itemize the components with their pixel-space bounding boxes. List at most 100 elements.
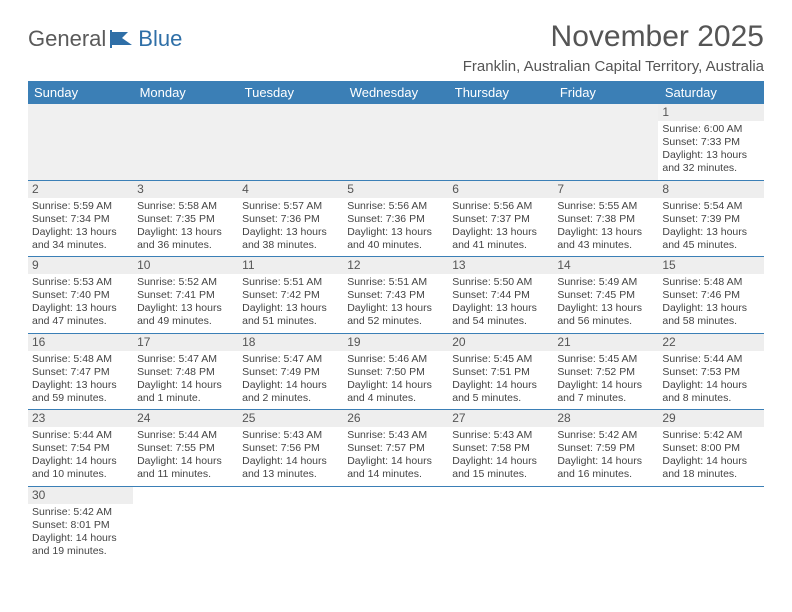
calendar-cell: 4Sunrise: 5:57 AMSunset: 7:36 PMDaylight… xyxy=(238,180,343,257)
sunset-text: Sunset: 7:46 PM xyxy=(662,289,759,302)
day-number: 28 xyxy=(553,410,658,427)
sunrise-text: Sunrise: 5:47 AM xyxy=(242,353,339,366)
sunrise-text: Sunrise: 5:56 AM xyxy=(452,200,549,213)
sunset-text: Sunset: 7:48 PM xyxy=(137,366,234,379)
sunset-text: Sunset: 7:40 PM xyxy=(32,289,129,302)
calendar-cell: 23Sunrise: 5:44 AMSunset: 7:54 PMDayligh… xyxy=(28,410,133,487)
sunset-text: Sunset: 7:41 PM xyxy=(137,289,234,302)
daylight-text: Daylight: 13 hours and 52 minutes. xyxy=(347,302,444,328)
daylight-text: Daylight: 14 hours and 8 minutes. xyxy=(662,379,759,405)
sunrise-text: Sunrise: 5:49 AM xyxy=(557,276,654,289)
sunrise-text: Sunrise: 5:51 AM xyxy=(242,276,339,289)
day-number: 23 xyxy=(28,410,133,427)
sunrise-text: Sunrise: 5:45 AM xyxy=(557,353,654,366)
daylight-text: Daylight: 13 hours and 58 minutes. xyxy=(662,302,759,328)
page-title: November 2025 xyxy=(463,20,764,54)
day-number: 6 xyxy=(448,181,553,198)
daylight-text: Daylight: 14 hours and 16 minutes. xyxy=(557,455,654,481)
sunset-text: Sunset: 7:35 PM xyxy=(137,213,234,226)
daylight-text: Daylight: 13 hours and 32 minutes. xyxy=(662,149,759,175)
calendar-cell: 29Sunrise: 5:42 AMSunset: 8:00 PMDayligh… xyxy=(658,410,763,487)
calendar-cell: 10Sunrise: 5:52 AMSunset: 7:41 PMDayligh… xyxy=(133,257,238,334)
sunset-text: Sunset: 7:34 PM xyxy=(32,213,129,226)
calendar-cell: 16Sunrise: 5:48 AMSunset: 7:47 PMDayligh… xyxy=(28,333,133,410)
sunset-text: Sunset: 7:50 PM xyxy=(347,366,444,379)
weekday-header: Saturday xyxy=(658,81,763,104)
calendar-cell xyxy=(133,104,238,180)
daylight-text: Daylight: 13 hours and 34 minutes. xyxy=(32,226,129,252)
weekday-header-row: Sunday Monday Tuesday Wednesday Thursday… xyxy=(28,81,764,104)
calendar-cell: 20Sunrise: 5:45 AMSunset: 7:51 PMDayligh… xyxy=(448,333,553,410)
daylight-text: Daylight: 13 hours and 56 minutes. xyxy=(557,302,654,328)
daylight-text: Daylight: 14 hours and 10 minutes. xyxy=(32,455,129,481)
day-number: 25 xyxy=(238,410,343,427)
sunset-text: Sunset: 7:52 PM xyxy=(557,366,654,379)
calendar-cell xyxy=(553,486,658,562)
daylight-text: Daylight: 14 hours and 2 minutes. xyxy=(242,379,339,405)
sunrise-text: Sunrise: 5:44 AM xyxy=(32,429,129,442)
day-number: 29 xyxy=(658,410,763,427)
calendar-cell xyxy=(553,104,658,180)
calendar-cell: 27Sunrise: 5:43 AMSunset: 7:58 PMDayligh… xyxy=(448,410,553,487)
weekday-header: Thursday xyxy=(448,81,553,104)
day-number: 2 xyxy=(28,181,133,198)
calendar-cell xyxy=(658,486,763,562)
day-number: 7 xyxy=(553,181,658,198)
calendar-cell xyxy=(28,104,133,180)
sunrise-text: Sunrise: 5:52 AM xyxy=(137,276,234,289)
logo: General Blue xyxy=(28,26,182,52)
sunrise-text: Sunrise: 5:44 AM xyxy=(662,353,759,366)
calendar-cell: 24Sunrise: 5:44 AMSunset: 7:55 PMDayligh… xyxy=(133,410,238,487)
sunset-text: Sunset: 8:00 PM xyxy=(662,442,759,455)
calendar-cell: 7Sunrise: 5:55 AMSunset: 7:38 PMDaylight… xyxy=(553,180,658,257)
logo-flag-icon xyxy=(110,30,136,48)
page-header: General Blue November 2025 Franklin, Aus… xyxy=(28,20,764,75)
day-number: 21 xyxy=(553,334,658,351)
day-number: 17 xyxy=(133,334,238,351)
calendar-cell: 6 Sunrise: 5:56 AMSunset: 7:37 PMDaylight… xyxy=(448,180,553,257)
calendar-row: 23Sunrise: 5:44 AMSunset: 7:54 PMDayligh… xyxy=(28,410,764,487)
sunset-text: Sunset: 7:36 PM xyxy=(242,213,339,226)
sunset-text: Sunset: 7:45 PM xyxy=(557,289,654,302)
daylight-text: Daylight: 14 hours and 4 minutes. xyxy=(347,379,444,405)
daylight-text: Daylight: 13 hours and 54 minutes. xyxy=(452,302,549,328)
sunset-text: Sunset: 7:55 PM xyxy=(137,442,234,455)
calendar-cell: 13Sunrise: 5:50 AMSunset: 7:44 PMDayligh… xyxy=(448,257,553,334)
daylight-text: Daylight: 13 hours and 41 minutes. xyxy=(452,226,549,252)
sunrise-text: Sunrise: 5:59 AM xyxy=(32,200,129,213)
sunrise-text: Sunrise: 5:42 AM xyxy=(662,429,759,442)
daylight-text: Daylight: 13 hours and 47 minutes. xyxy=(32,302,129,328)
day-number: 4 xyxy=(238,181,343,198)
daylight-text: Daylight: 14 hours and 19 minutes. xyxy=(32,532,129,558)
daylight-text: Daylight: 14 hours and 11 minutes. xyxy=(137,455,234,481)
day-number: 10 xyxy=(133,257,238,274)
daylight-text: Daylight: 14 hours and 13 minutes. xyxy=(242,455,339,481)
title-block: November 2025 Franklin, Australian Capit… xyxy=(463,20,764,75)
sunset-text: Sunset: 7:51 PM xyxy=(452,366,549,379)
weekday-header: Friday xyxy=(553,81,658,104)
day-number: 14 xyxy=(553,257,658,274)
daylight-text: Daylight: 14 hours and 14 minutes. xyxy=(347,455,444,481)
sunrise-text: Sunrise: 5:42 AM xyxy=(557,429,654,442)
sunset-text: Sunset: 7:56 PM xyxy=(242,442,339,455)
calendar-cell: 2 Sunrise: 5:59 AMSunset: 7:34 PMDaylight… xyxy=(28,180,133,257)
calendar-cell: 9Sunrise: 5:53 AMSunset: 7:40 PMDaylight… xyxy=(28,257,133,334)
sunrise-text: Sunrise: 5:57 AM xyxy=(242,200,339,213)
calendar-body: 1Sunrise: 6:00 AMSunset: 7:33 PMDaylight… xyxy=(28,104,764,562)
logo-word1: General xyxy=(28,26,106,52)
sunset-text: Sunset: 7:37 PM xyxy=(452,213,549,226)
daylight-text: Daylight: 13 hours and 43 minutes. xyxy=(557,226,654,252)
day-number: 18 xyxy=(238,334,343,351)
logo-word2: Blue xyxy=(138,26,182,52)
sunrise-text: Sunrise: 5:43 AM xyxy=(452,429,549,442)
sunset-text: Sunset: 7:47 PM xyxy=(32,366,129,379)
daylight-text: Daylight: 13 hours and 40 minutes. xyxy=(347,226,444,252)
calendar-cell: 22Sunrise: 5:44 AMSunset: 7:53 PMDayligh… xyxy=(658,333,763,410)
day-number: 8 xyxy=(658,181,763,198)
sunrise-text: Sunrise: 5:42 AM xyxy=(32,506,129,519)
calendar-row: 1Sunrise: 6:00 AMSunset: 7:33 PMDaylight… xyxy=(28,104,764,180)
daylight-text: Daylight: 13 hours and 45 minutes. xyxy=(662,226,759,252)
sunrise-text: Sunrise: 5:46 AM xyxy=(347,353,444,366)
day-number: 27 xyxy=(448,410,553,427)
sunrise-text: Sunrise: 5:43 AM xyxy=(242,429,339,442)
